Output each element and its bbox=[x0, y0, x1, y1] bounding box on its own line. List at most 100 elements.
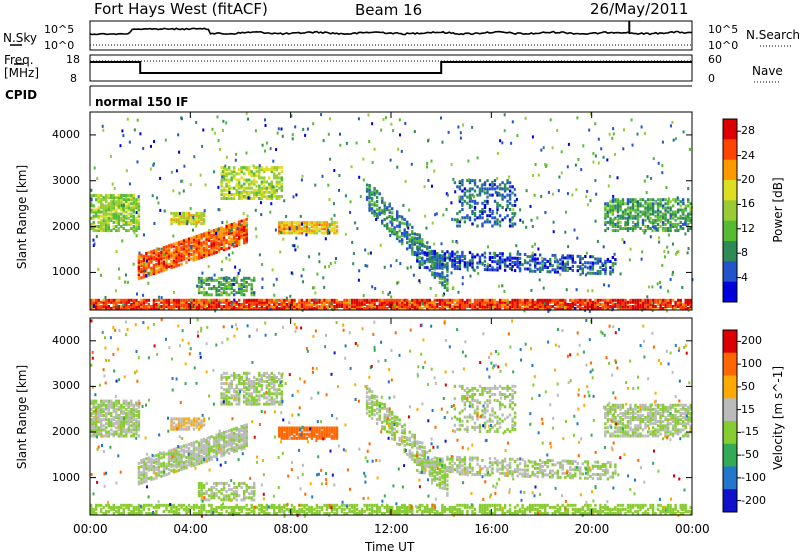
noise-left-tick-bottom: 10^0 bbox=[44, 39, 75, 52]
power-cell bbox=[461, 201, 464, 205]
power-cell bbox=[468, 261, 472, 265]
power-cell bbox=[305, 302, 309, 306]
power-cell bbox=[190, 302, 193, 306]
power-speckle bbox=[552, 230, 555, 234]
power-cell bbox=[606, 259, 610, 263]
power-cell bbox=[160, 257, 163, 261]
power-cell bbox=[370, 305, 374, 308]
power-speckle bbox=[498, 191, 501, 195]
velocity-cell bbox=[406, 512, 409, 515]
power-cell bbox=[323, 307, 326, 310]
power-cell bbox=[185, 298, 188, 302]
power-cell bbox=[651, 220, 655, 224]
power-cell bbox=[646, 227, 650, 230]
power-cell bbox=[687, 298, 690, 302]
power-cell bbox=[388, 215, 391, 218]
power-cell bbox=[506, 298, 509, 302]
power-cell bbox=[461, 216, 464, 220]
velocity-cell bbox=[165, 507, 168, 511]
power-cell bbox=[529, 255, 532, 259]
power-cell bbox=[285, 298, 288, 302]
power-speckle bbox=[640, 257, 643, 261]
power-cell bbox=[182, 239, 186, 243]
power-cell bbox=[280, 298, 283, 302]
power-cell bbox=[235, 307, 238, 310]
power-speckle bbox=[285, 296, 288, 300]
power-speckle bbox=[314, 183, 317, 187]
power-cell bbox=[471, 187, 474, 191]
velocity-cell bbox=[358, 512, 361, 515]
velocity-cell bbox=[611, 512, 615, 515]
velocity-cell bbox=[265, 507, 268, 511]
power-cell bbox=[483, 255, 487, 259]
power-speckle bbox=[316, 272, 319, 276]
power-speckle bbox=[123, 303, 126, 307]
power-cell bbox=[293, 231, 296, 235]
power-cell bbox=[283, 221, 286, 225]
power-cell bbox=[112, 227, 115, 230]
power-cell bbox=[476, 185, 479, 189]
velocity-cell bbox=[162, 503, 166, 507]
power-cell bbox=[546, 266, 549, 270]
velocity-cell bbox=[566, 510, 569, 513]
power-speckle bbox=[586, 266, 589, 270]
power-cell bbox=[433, 298, 436, 302]
velocity-cell bbox=[197, 512, 201, 515]
power-cell bbox=[506, 181, 509, 185]
power-cell bbox=[516, 298, 519, 302]
power-cell bbox=[458, 197, 462, 201]
velocity-cell bbox=[569, 503, 572, 507]
power-cell bbox=[441, 275, 444, 279]
power-cell bbox=[661, 212, 665, 216]
power-cell bbox=[368, 300, 371, 304]
power-cell bbox=[200, 278, 203, 282]
power-cell bbox=[338, 305, 341, 308]
power-cell bbox=[175, 298, 178, 302]
power-cell bbox=[666, 218, 670, 222]
power-cell bbox=[503, 300, 507, 304]
power-cell bbox=[150, 305, 153, 308]
power-cell bbox=[616, 300, 620, 304]
power-cell bbox=[97, 208, 100, 212]
power-cell bbox=[436, 272, 439, 276]
power-cell bbox=[127, 300, 130, 304]
velocity-cell bbox=[493, 510, 497, 513]
power-cell bbox=[215, 246, 218, 250]
power-cell bbox=[228, 285, 231, 288]
power-cell bbox=[200, 245, 203, 249]
power-cell bbox=[687, 198, 690, 202]
power-speckle bbox=[349, 211, 352, 214]
power-cell bbox=[230, 283, 233, 286]
power-cell bbox=[546, 270, 549, 274]
power-cell bbox=[461, 305, 464, 308]
power-speckle bbox=[115, 299, 118, 303]
power-cell bbox=[679, 216, 682, 220]
velocity-cell bbox=[566, 503, 569, 507]
velocity-cell bbox=[604, 507, 607, 511]
power-cell bbox=[413, 232, 416, 236]
power-cell bbox=[674, 229, 677, 233]
velocity-cell bbox=[353, 507, 356, 511]
power-speckle bbox=[283, 199, 286, 203]
power-cell bbox=[426, 251, 429, 255]
power-cell bbox=[596, 302, 600, 306]
power-speckle bbox=[487, 245, 489, 249]
power-cell bbox=[496, 268, 499, 272]
power-cell bbox=[431, 266, 434, 270]
power-cell bbox=[473, 307, 477, 310]
power-speckle bbox=[667, 233, 670, 237]
power-cell bbox=[486, 307, 489, 310]
power-cell bbox=[147, 257, 151, 261]
power-speckle bbox=[457, 125, 460, 129]
velocity-cell bbox=[95, 503, 98, 507]
power-cell bbox=[132, 227, 135, 230]
power-speckle bbox=[204, 183, 207, 187]
power-cell bbox=[217, 241, 221, 245]
power-cell bbox=[258, 174, 261, 178]
power-cell bbox=[130, 196, 133, 200]
velocity-cell bbox=[290, 512, 294, 515]
velocity-cell bbox=[636, 512, 640, 515]
power-speckle bbox=[469, 274, 472, 278]
velocity-cell bbox=[544, 512, 547, 515]
power-cell bbox=[599, 259, 602, 263]
